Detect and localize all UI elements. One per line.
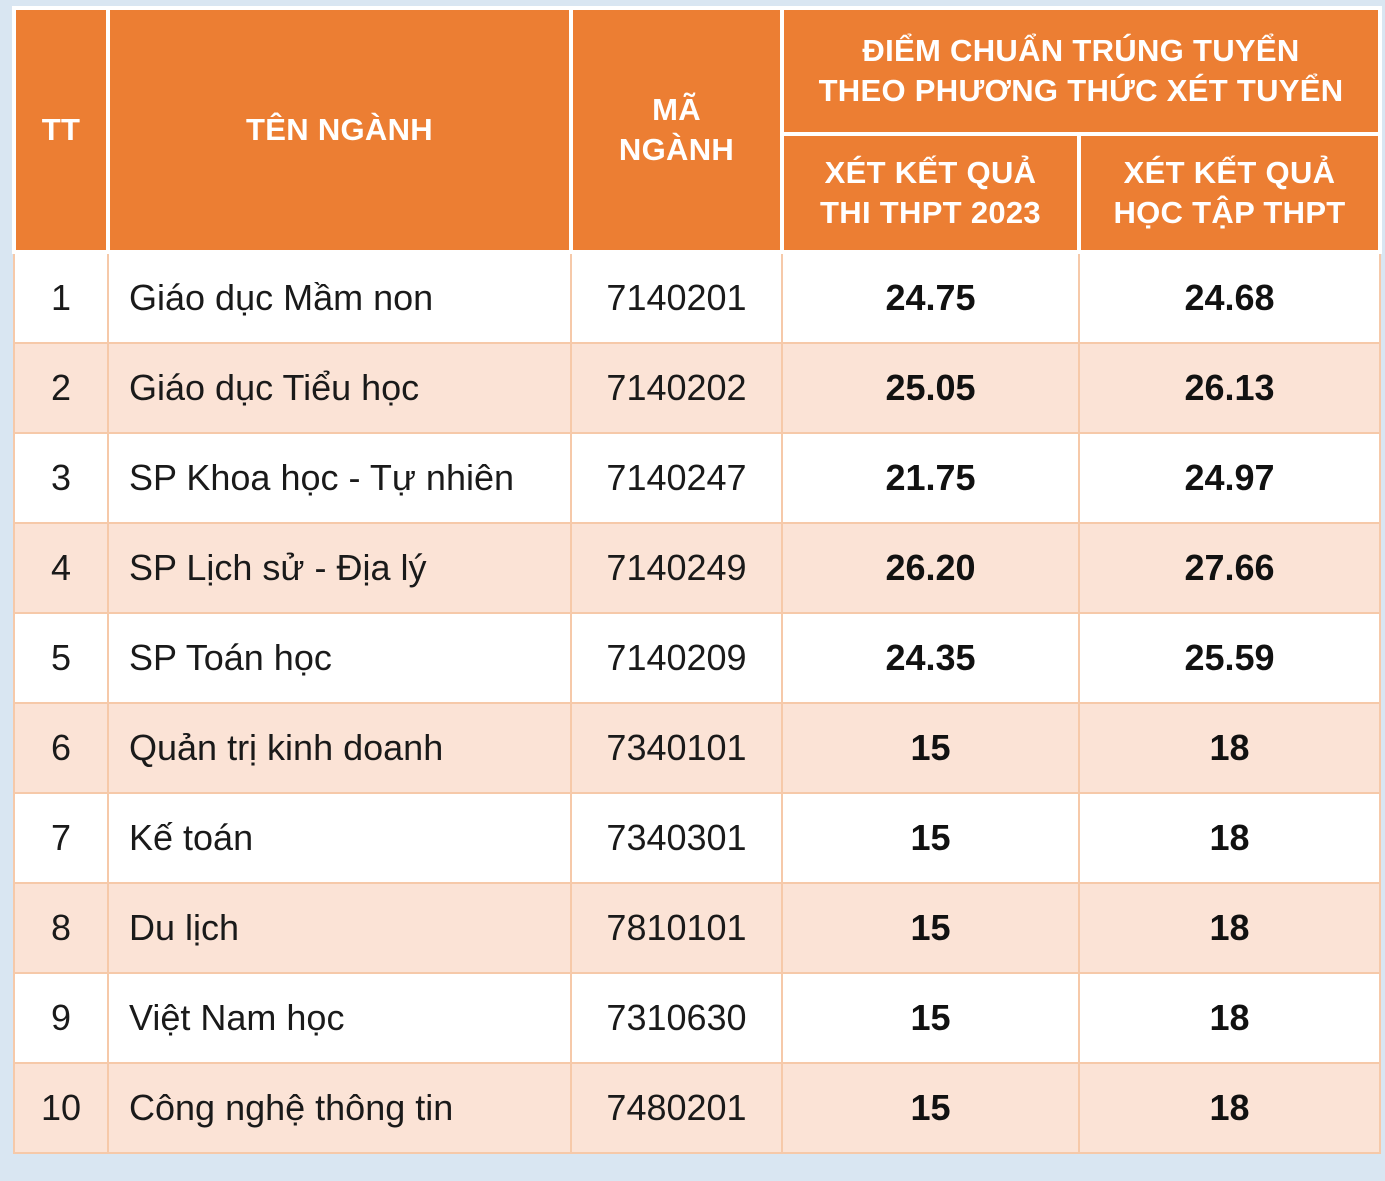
row-major-code: 7480201 (570, 1062, 783, 1154)
row-transcript-score: 26.13 (1078, 342, 1381, 434)
row-exam-score: 26.20 (781, 522, 1080, 614)
row-index: 4 (13, 522, 109, 614)
row-transcript-score: 18 (1078, 702, 1381, 794)
row-major-code: 7340301 (570, 792, 783, 884)
row-major-name: Giáo dục Mầm non (107, 251, 572, 344)
row-exam-score: 24.75 (781, 251, 1080, 344)
row-major-name: Công nghệ thông tin (107, 1062, 572, 1154)
row-exam-score: 15 (781, 882, 1080, 974)
row-major-name: SP Khoa học - Tự nhiên (107, 432, 572, 524)
row-transcript-score: 18 (1078, 972, 1381, 1064)
table-row: 6 Quản trị kinh doanh 7340101 15 18 (13, 702, 1381, 794)
row-major-name: Du lịch (107, 882, 572, 974)
row-transcript-score: 18 (1078, 792, 1381, 884)
row-transcript-score: 24.97 (1078, 432, 1381, 524)
admission-score-table: TT TÊN NGÀNH MÃ NGÀNH ĐIỂM CHUẨN TRÚNG T… (12, 6, 1382, 1154)
header-score-group-line1: ĐIỂM CHUẨN TRÚNG TUYỂN (862, 33, 1300, 68)
table-row: 9 Việt Nam học 7310630 15 18 (13, 972, 1381, 1064)
row-transcript-score: 27.66 (1078, 522, 1381, 614)
row-major-code: 7340101 (570, 702, 783, 794)
row-major-name: SP Lịch sử - Địa lý (107, 522, 572, 614)
row-index: 2 (13, 342, 109, 434)
header-transcript-score: XÉT KẾT QUẢ HỌC TẬP THPT (1077, 132, 1382, 254)
header-transcript-score-line2: HỌC TẬP THPT (1113, 195, 1346, 230)
table-row: 8 Du lịch 7810101 15 18 (13, 882, 1381, 974)
row-major-code: 7140209 (570, 612, 783, 704)
row-index: 9 (13, 972, 109, 1064)
header-tt: TT (12, 6, 110, 254)
table-row: 5 SP Toán học 7140209 24.35 25.59 (13, 612, 1381, 704)
row-exam-score: 15 (781, 972, 1080, 1064)
row-major-name: Kế toán (107, 792, 572, 884)
row-index: 7 (13, 792, 109, 884)
header-major-code-line1: MÃ (652, 92, 701, 127)
header-exam-score-line2: THI THPT 2023 (820, 195, 1041, 230)
header-score-group: ĐIỂM CHUẨN TRÚNG TUYỂN THEO PHƯƠNG THỨC … (780, 6, 1382, 136)
row-major-name: Quản trị kinh doanh (107, 702, 572, 794)
table-row: 2 Giáo dục Tiểu học 7140202 25.05 26.13 (13, 342, 1381, 434)
row-transcript-score: 18 (1078, 1062, 1381, 1154)
row-major-code: 7810101 (570, 882, 783, 974)
row-exam-score: 24.35 (781, 612, 1080, 704)
header-exam-score: XÉT KẾT QUẢ THI THPT 2023 (780, 132, 1081, 254)
table-row: 3 SP Khoa học - Tự nhiên 7140247 21.75 2… (13, 432, 1381, 524)
header-exam-score-line1: XÉT KẾT QUẢ (824, 155, 1037, 190)
row-major-code: 7310630 (570, 972, 783, 1064)
header-major-name: TÊN NGÀNH (106, 6, 573, 254)
row-exam-score: 25.05 (781, 342, 1080, 434)
row-exam-score: 15 (781, 702, 1080, 794)
header-transcript-score-line1: XÉT KẾT QUẢ (1123, 155, 1336, 190)
row-index: 5 (13, 612, 109, 704)
row-index: 1 (13, 251, 109, 344)
row-exam-score: 15 (781, 1062, 1080, 1154)
table-row: 1 Giáo dục Mầm non 7140201 24.75 24.68 (13, 251, 1381, 344)
row-index: 8 (13, 882, 109, 974)
row-index: 3 (13, 432, 109, 524)
row-major-name: Giáo dục Tiểu học (107, 342, 572, 434)
row-major-code: 7140202 (570, 342, 783, 434)
score-table-frame: TT TÊN NGÀNH MÃ NGÀNH ĐIỂM CHUẨN TRÚNG T… (12, 6, 1382, 1178)
header-major-code: MÃ NGÀNH (569, 6, 784, 254)
header-major-code-line2: NGÀNH (618, 132, 735, 167)
table-row: 7 Kế toán 7340301 15 18 (13, 792, 1381, 884)
row-major-name: SP Toán học (107, 612, 572, 704)
row-exam-score: 15 (781, 792, 1080, 884)
table-row: 4 SP Lịch sử - Địa lý 7140249 26.20 27.6… (13, 522, 1381, 614)
table-header: TT TÊN NGÀNH MÃ NGÀNH ĐIỂM CHUẨN TRÚNG T… (12, 6, 1382, 254)
row-transcript-score: 24.68 (1078, 251, 1381, 344)
row-major-name: Việt Nam học (107, 972, 572, 1064)
row-major-code: 7140249 (570, 522, 783, 614)
row-transcript-score: 18 (1078, 882, 1381, 974)
row-index: 6 (13, 702, 109, 794)
header-score-group-line2: THEO PHƯƠNG THỨC XÉT TUYỂN (818, 73, 1344, 108)
row-major-code: 7140201 (570, 251, 783, 344)
table-body: 1 Giáo dục Mầm non 7140201 24.75 24.68 2… (13, 251, 1381, 1154)
row-index: 10 (13, 1062, 109, 1154)
row-transcript-score: 25.59 (1078, 612, 1381, 704)
row-major-code: 7140247 (570, 432, 783, 524)
row-exam-score: 21.75 (781, 432, 1080, 524)
table-row: 10 Công nghệ thông tin 7480201 15 18 (13, 1062, 1381, 1154)
